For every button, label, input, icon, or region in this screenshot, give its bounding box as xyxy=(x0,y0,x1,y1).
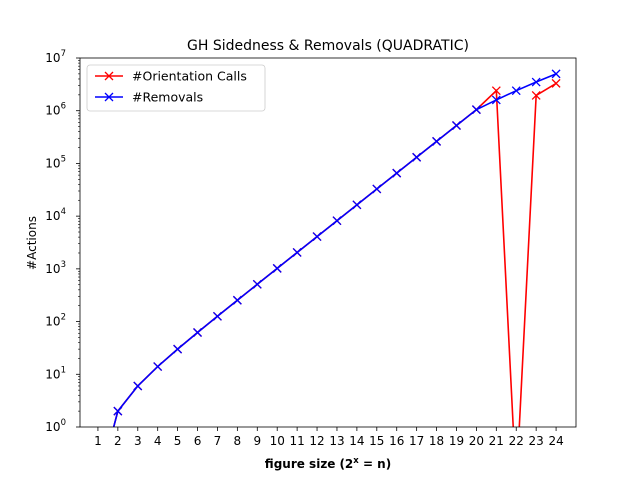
x-tick-label: 4 xyxy=(154,434,162,448)
plot-area xyxy=(112,69,561,427)
plot-frame xyxy=(79,57,577,428)
x-tick-label: 9 xyxy=(253,434,261,448)
y-tick-label: 101 xyxy=(45,365,66,381)
y-tick-base: 10 xyxy=(45,420,60,434)
x-axis-label-tail: = n) xyxy=(359,457,391,471)
x-tick-label: 17 xyxy=(409,434,424,448)
y-tick-label: 105 xyxy=(45,154,66,170)
series-0-marker xyxy=(531,90,541,100)
y-tick-exponent: 7 xyxy=(61,49,66,59)
series-1-marker xyxy=(471,105,481,115)
x-axis-label-math: (2 xyxy=(339,457,353,471)
series-line-1 xyxy=(112,73,557,427)
series-0-marker xyxy=(491,86,501,96)
y-tick-base: 10 xyxy=(45,156,60,170)
x-tick-label: 24 xyxy=(548,434,563,448)
y-tick-exponent: 5 xyxy=(61,154,66,164)
x-tick-label: 13 xyxy=(329,434,344,448)
y-tick-exponent: 6 xyxy=(61,102,66,112)
y-tick-exponent: 4 xyxy=(61,207,66,217)
legend-marker-1 xyxy=(104,92,114,102)
y-tick-label: 104 xyxy=(45,207,66,223)
x-tick-label: 21 xyxy=(489,434,504,448)
series-1-marker xyxy=(352,200,362,210)
x-tick-label: 6 xyxy=(194,434,202,448)
x-tick-label: 11 xyxy=(289,434,304,448)
series-1-marker xyxy=(173,344,183,354)
chart-title: GH Sidedness & Removals (QUADRATIC) xyxy=(187,38,469,54)
series-1-marker xyxy=(432,136,442,146)
x-tick-label: 10 xyxy=(270,434,285,448)
legend-label-0: #Orientation Calls xyxy=(132,69,247,84)
series-1-marker xyxy=(193,328,202,337)
y-tick-exponent: 2 xyxy=(61,313,66,323)
x-tick-label: 19 xyxy=(449,434,464,448)
y-tick-base: 10 xyxy=(45,315,60,329)
x-tick-label: 5 xyxy=(174,434,182,448)
legend-box xyxy=(86,64,266,112)
x-tick-label: 23 xyxy=(529,434,544,448)
y-axis-label: #Actions xyxy=(25,216,39,270)
x-tick-label: 14 xyxy=(349,434,364,448)
y-tick-label: 107 xyxy=(45,49,66,65)
series-1-marker xyxy=(372,184,382,194)
series-line-0 xyxy=(112,82,557,427)
series-1-marker xyxy=(392,168,402,178)
x-tick-label: 16 xyxy=(389,434,404,448)
x-tick-label: 18 xyxy=(429,434,444,448)
x-tick-label: 1 xyxy=(94,434,102,448)
series-1-marker xyxy=(133,381,143,391)
x-tick-label: 22 xyxy=(509,434,524,448)
x-tick-label: 2 xyxy=(114,434,122,448)
y-tick-base: 10 xyxy=(45,209,60,223)
y-tick-base: 10 xyxy=(45,262,60,276)
x-tick-label: 20 xyxy=(469,434,484,448)
x-tick-label: 15 xyxy=(369,434,384,448)
series-0-marker xyxy=(551,78,561,88)
legend: #Orientation Calls #Removals xyxy=(86,64,266,112)
series-1-marker xyxy=(491,95,501,105)
series-1-marker xyxy=(113,406,123,416)
series-1-marker xyxy=(292,248,302,257)
x-axis-label-main: figure size xyxy=(265,457,336,471)
y-tick-label: 103 xyxy=(45,260,66,276)
y-tick-exponent: 3 xyxy=(61,260,66,270)
series-1-marker xyxy=(332,216,342,226)
legend-marker-0 xyxy=(104,71,114,81)
series-1-marker xyxy=(212,311,222,321)
y-tick-base: 10 xyxy=(45,367,60,381)
series-1-marker xyxy=(232,295,242,305)
series-1-marker xyxy=(452,121,461,130)
series-1-marker xyxy=(511,86,521,96)
y-tick-exponent: 1 xyxy=(61,365,66,375)
series-group xyxy=(112,69,561,427)
y-tick-label: 102 xyxy=(45,313,66,329)
x-tick-label: 3 xyxy=(134,434,142,448)
y-tick-base: 10 xyxy=(45,104,60,118)
y-tick-label: 100 xyxy=(45,418,66,434)
series-1-marker xyxy=(551,69,561,79)
y-tick-exponent: 0 xyxy=(61,418,66,428)
x-axis: 1 2 3 4 5 6 7 8 9 10 11 12 13 14 15 16 17 18 19 20 21 22 23 24 xyxy=(94,427,564,448)
x-tick-label: 12 xyxy=(309,434,324,448)
x-axis-label-superscript: x xyxy=(353,456,359,466)
x-tick-label: 7 xyxy=(214,434,222,448)
y-tick-label: 106 xyxy=(45,102,66,118)
series-1-marker xyxy=(272,263,282,273)
series-1-marker xyxy=(531,77,541,87)
x-tick-label: 8 xyxy=(234,434,242,448)
series-1-marker xyxy=(412,152,422,162)
series-1-marker xyxy=(312,232,322,242)
series-1-marker xyxy=(153,362,163,372)
legend-label-1: #Removals xyxy=(132,90,203,105)
x-axis-label: figure size (2x = n) xyxy=(265,456,391,471)
series-1-marker xyxy=(252,279,262,289)
y-tick-base: 10 xyxy=(45,51,60,65)
